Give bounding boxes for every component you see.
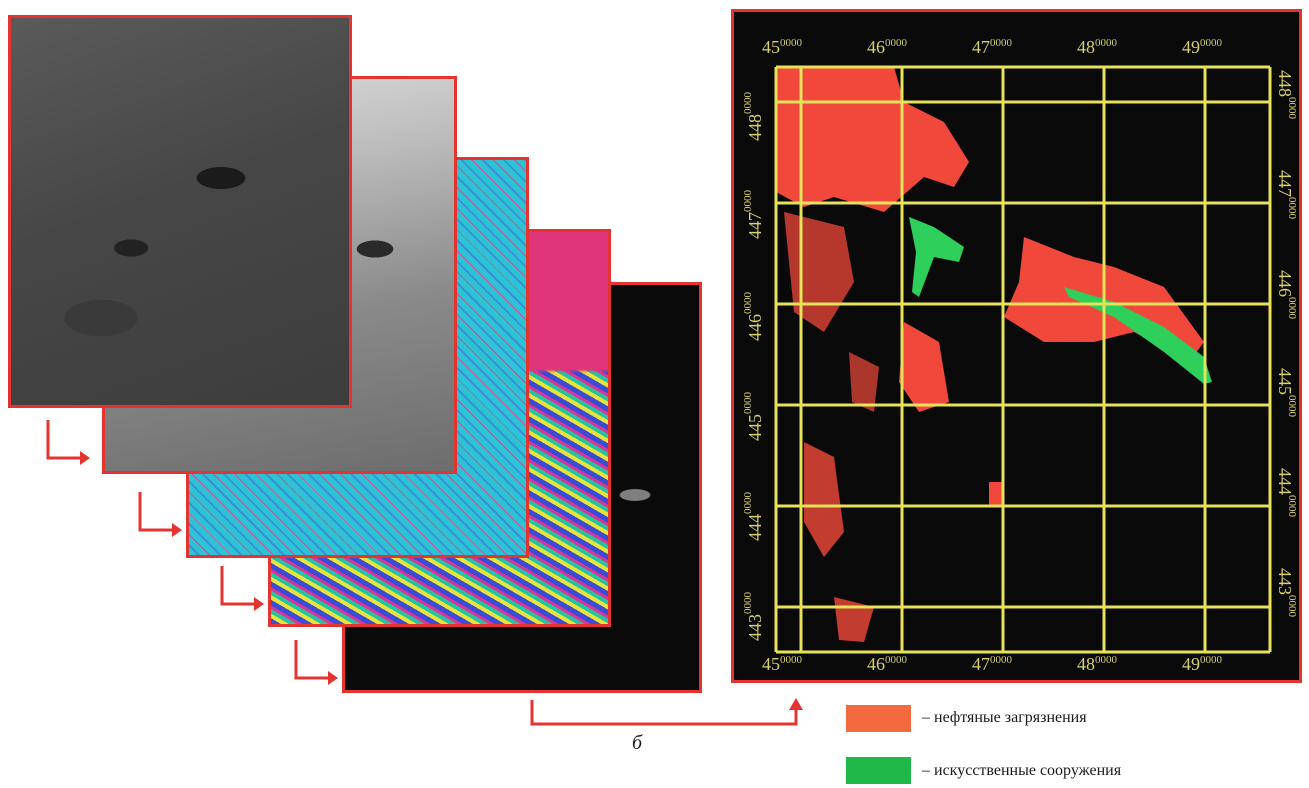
bottom-label-3: 470000 — [972, 654, 1012, 674]
right-label-6: 4430000 — [1275, 568, 1298, 617]
arrow-to-map — [530, 698, 803, 726]
legend-swatch-oil — [846, 705, 911, 732]
bottom-label-2: 460000 — [867, 654, 907, 674]
left-label-2: 4470000 — [742, 190, 765, 239]
right-label-5: 4440000 — [1275, 468, 1298, 517]
oil-pollution-areas — [776, 67, 1204, 642]
bottom-label-1: 450000 — [762, 654, 802, 674]
map-grid — [774, 65, 1272, 654]
top-label-4: 480000 — [1077, 37, 1117, 57]
artificial-structures — [909, 217, 1212, 384]
bottom-label-5: 490000 — [1182, 654, 1222, 674]
legend-label-oil: – нефтяные загрязнения — [922, 709, 1087, 726]
figure-caption: б — [632, 732, 643, 754]
left-label-3: 4460000 — [742, 292, 765, 341]
top-label-5: 490000 — [1182, 37, 1222, 57]
legend-label-structures: – искусственные сооружения — [922, 762, 1122, 779]
satellite-image-original — [8, 15, 352, 408]
right-label-4: 4450000 — [1275, 368, 1298, 417]
arrow-to-layer-2 — [46, 420, 90, 465]
top-label-1: 450000 — [762, 37, 802, 57]
legend-swatch-structures — [846, 757, 911, 784]
left-label-6: 4430000 — [742, 592, 765, 641]
arrow-to-layer-5 — [294, 640, 338, 685]
right-label-2: 4470000 — [1275, 170, 1298, 219]
arrow-to-layer-4 — [220, 566, 264, 611]
top-label-3: 470000 — [972, 37, 1012, 57]
left-label-4: 4450000 — [742, 392, 765, 441]
map-graphic — [774, 65, 1272, 654]
bottom-label-4: 480000 — [1077, 654, 1117, 674]
arrow-to-layer-3 — [138, 492, 182, 537]
right-label-1: 4480000 — [1275, 70, 1298, 119]
left-label-5: 4440000 — [742, 492, 765, 541]
top-label-2: 460000 — [867, 37, 907, 57]
result-map: 450000 460000 470000 480000 490000 45000… — [731, 9, 1302, 683]
left-label-1: 4480000 — [742, 92, 765, 141]
right-label-3: 4460000 — [1275, 270, 1298, 319]
